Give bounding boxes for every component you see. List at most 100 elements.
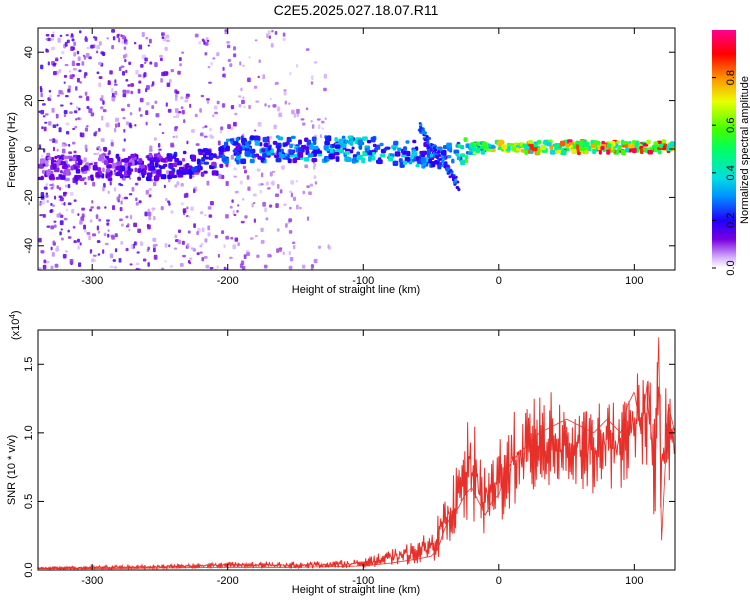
heatmap-cell [223,73,226,78]
heatmap-cell [388,155,394,162]
heatmap-cell [125,89,130,94]
heatmap-cell [122,117,126,120]
heatmap-cell [167,108,172,113]
heatmap-cell [398,158,403,163]
snr-envelope [38,337,675,569]
heatmap-cell [118,193,121,199]
heatmap-cell [147,211,152,217]
heatmap-cell [196,158,201,165]
heatmap-cell [127,103,131,108]
heatmap-cell [258,183,262,187]
heatmap-cell [56,148,59,152]
heatmap-cell [291,241,296,244]
heatmap-cell [154,62,158,68]
heatmap-cell [275,193,280,197]
heatmap-cell [138,107,141,112]
heatmap-cell [74,110,78,114]
heatmap-cell [128,193,133,196]
heatmap-cell [257,75,260,79]
heatmap-cell [77,117,80,120]
heatmap-cell [265,217,269,221]
heatmap-cell [148,194,152,198]
heatmap-cell [78,95,83,99]
heatmap-cell [356,151,361,156]
heatmap-cell [394,151,401,157]
heatmap-cell [425,135,429,139]
heatmap-cell [456,180,460,184]
heatmap-cell [448,175,452,179]
heatmap-cell [38,237,42,243]
heatmap-cell [70,46,74,52]
heatmap-cell [311,75,314,80]
heatmap-cell [362,136,368,141]
heatmap-cell [229,63,233,68]
heatmap-cell [191,154,197,161]
heatmap-cell [98,218,101,222]
heatmap-cell [261,148,266,153]
heatmap-cell [109,265,114,269]
heatmap-cell [262,152,268,157]
heatmap-cell [77,213,80,217]
heatmap-cell [190,129,195,133]
heatmap-cell [239,180,243,185]
heatmap-cell [45,183,48,187]
heatmap-cell [225,138,231,142]
heatmap-cell [187,230,191,234]
heatmap-cell [204,213,207,217]
heatmap-cell [70,33,74,37]
heatmap-cell [114,265,117,269]
heatmap-cell [610,140,616,147]
heatmap-cell [71,38,75,42]
heatmap-cell [135,69,139,75]
heatmap-cell [279,153,285,159]
heatmap-cell [246,175,250,180]
heatmap-cell [135,267,140,270]
heatmap-cell [426,150,432,156]
heatmap-cell [204,125,208,128]
heatmap-cell [426,141,430,145]
heatmap-cell [115,172,122,177]
heatmap-cell [310,120,313,123]
heatmap-cell [297,152,304,158]
heatmap-cell [106,219,110,222]
heatmap-cell [263,142,269,148]
heatmap-cell [278,248,282,253]
heatmap-cell [366,139,372,144]
heatmap-cell [222,66,225,71]
heatmap-cell [319,134,322,139]
heatmap-cell [244,150,251,157]
heatmap-cell [68,85,72,89]
heatmap-cell [296,113,299,117]
heatmap-cell [207,232,211,237]
heatmap-cell [410,154,414,160]
heatmap-cell [309,183,313,187]
heatmap-cell [176,181,180,186]
heatmap-cell [64,41,68,47]
heatmap-cell [60,104,64,107]
colorbar-tick-label: 0.8 [725,70,737,85]
heatmap-cell [146,223,150,228]
heatmap-cell [340,143,347,149]
heatmap-cell [418,128,422,132]
heatmap-cell [86,231,91,235]
heatmap-cell [300,118,305,121]
heatmap-cell [480,149,486,155]
heatmap-cell [233,121,237,127]
heatmap-cell [446,142,452,149]
heatmap-cell [454,178,458,182]
heatmap-cell [441,164,445,168]
heatmap-cell [187,215,191,218]
heatmap-cell [77,245,80,250]
heatmap-cell [107,190,110,195]
heatmap-cell [232,141,239,146]
heatmap-cell [344,156,351,162]
heatmap-cell [154,162,159,168]
heatmap-cell [670,141,675,147]
heatmap-cell [204,238,208,243]
heatmap-cell [229,205,233,209]
heatmap-cell [371,152,376,156]
heatmap-cell [83,73,86,79]
heatmap-cell [84,127,89,132]
heatmap-cell [244,147,250,152]
heatmap-cell [45,38,48,41]
